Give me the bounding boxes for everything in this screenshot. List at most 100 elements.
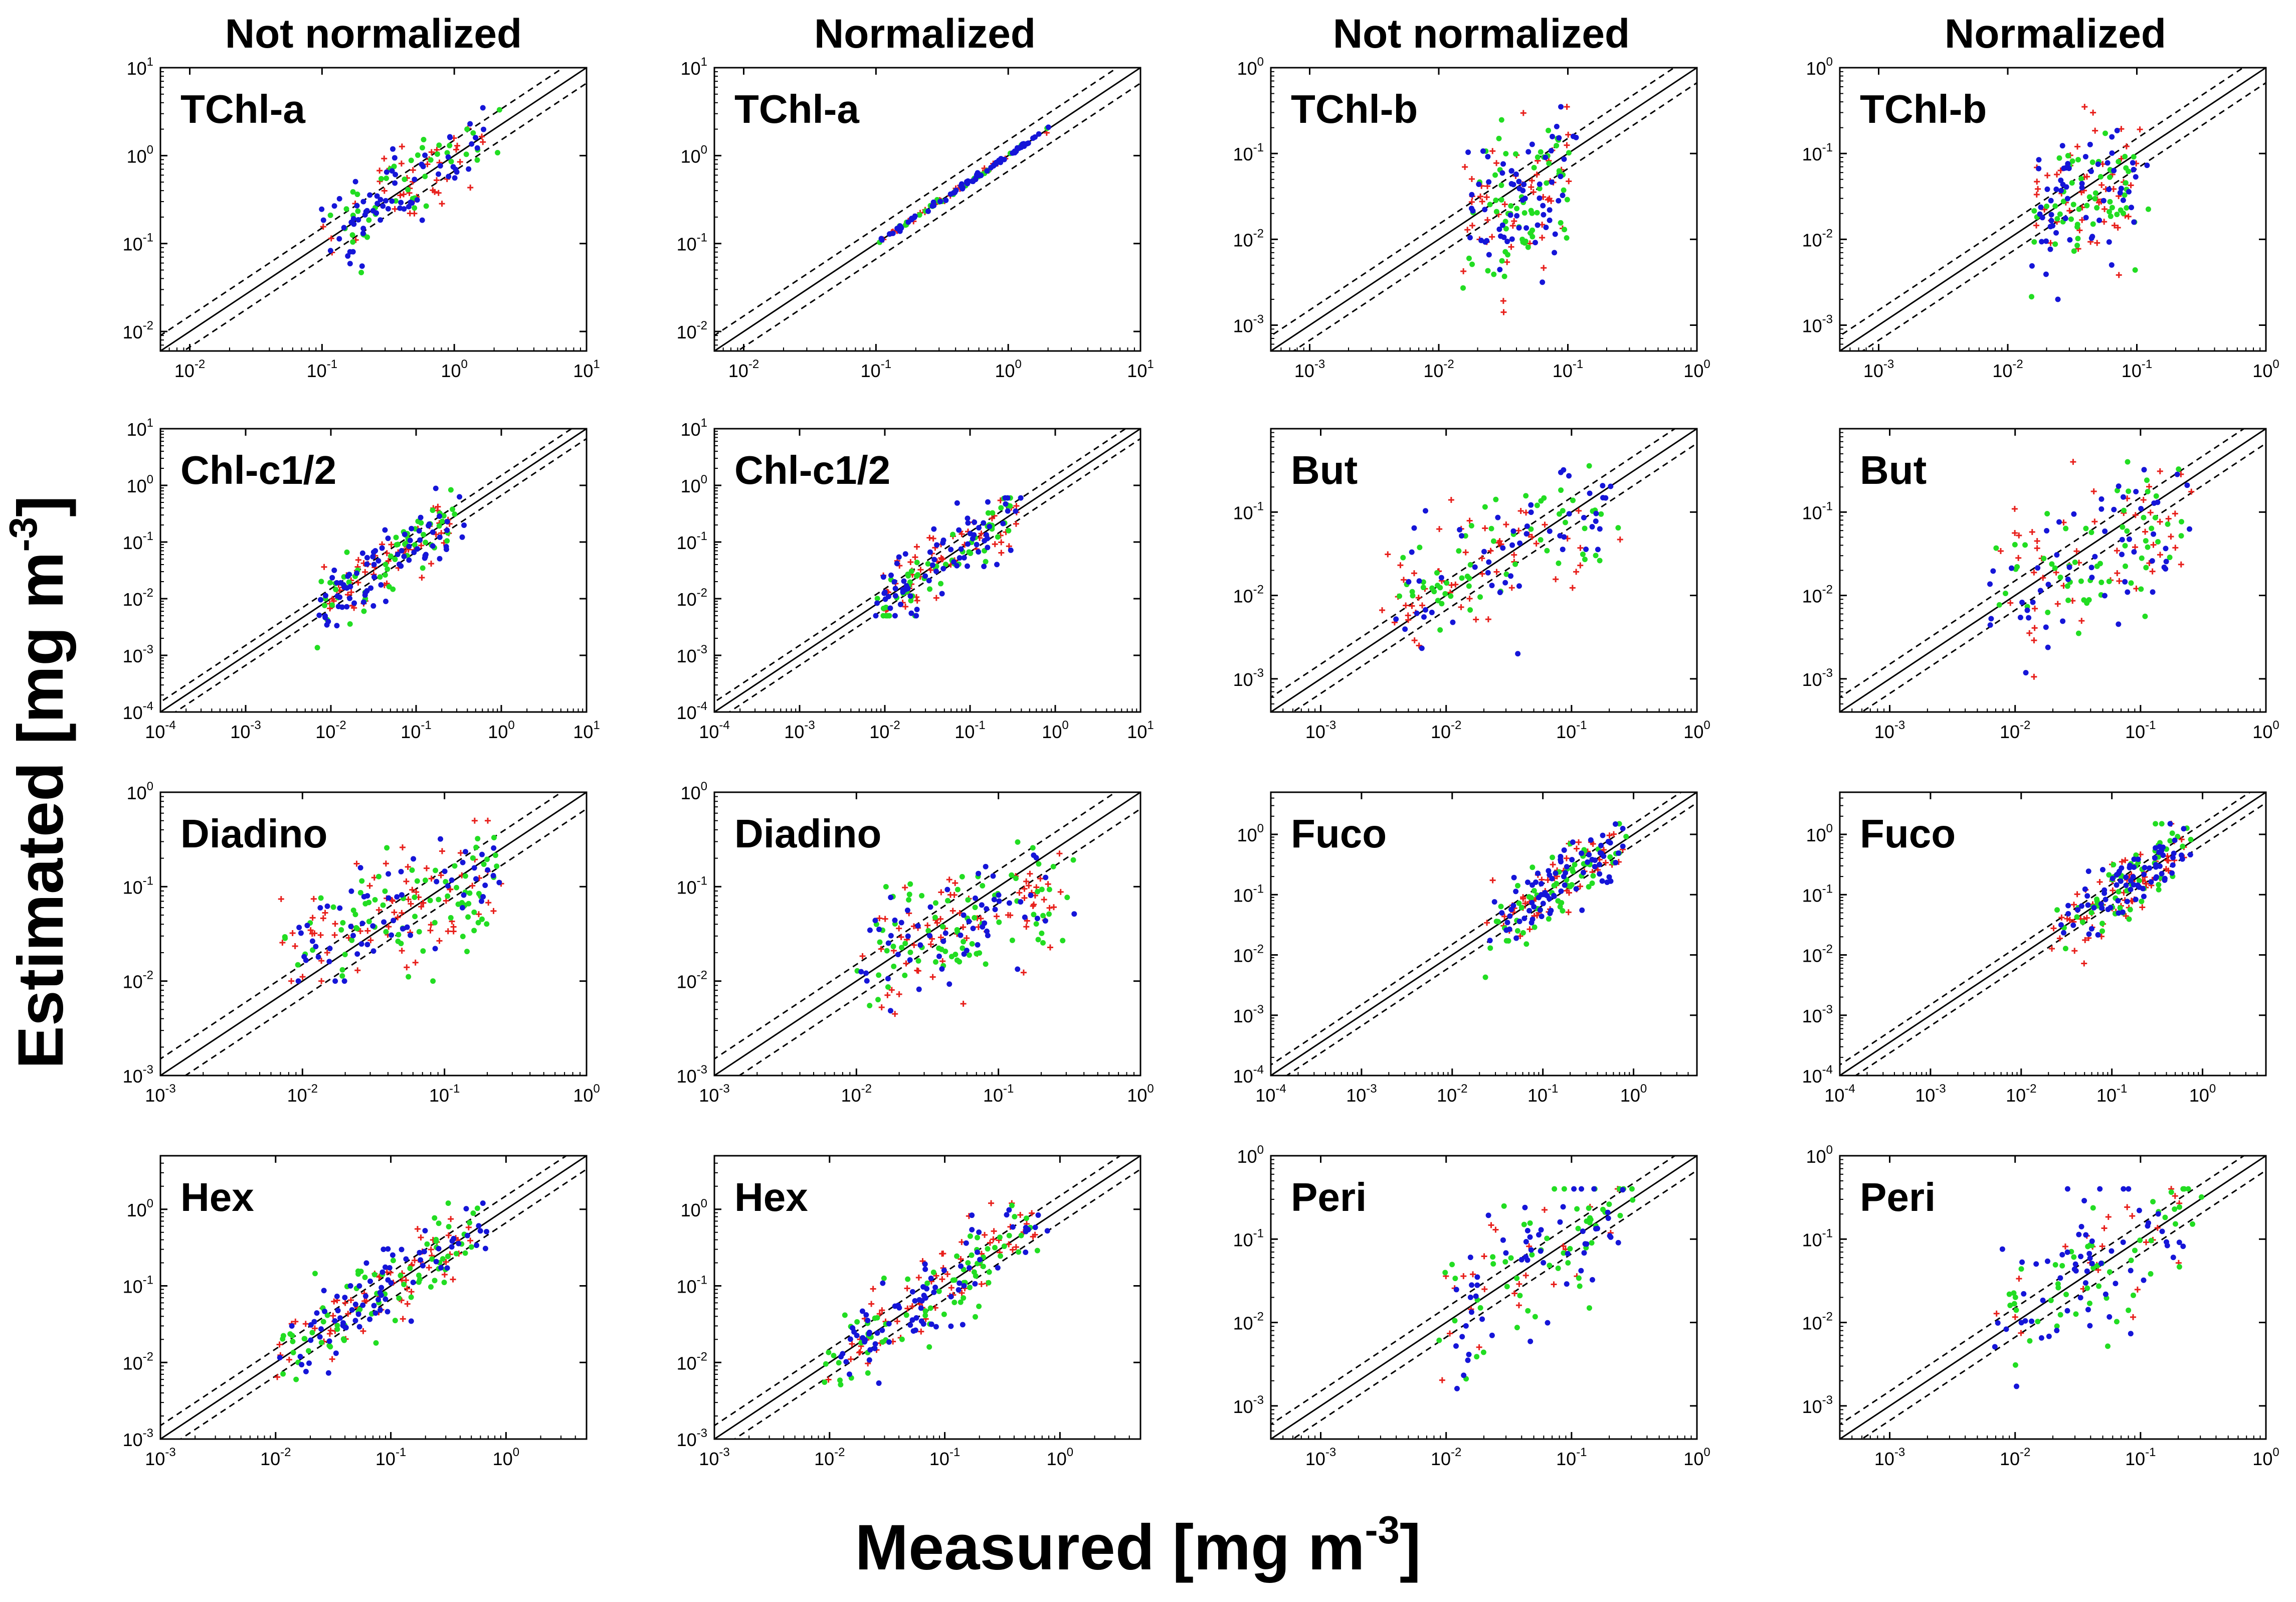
data-point-blue [1987,622,1993,628]
data-point-green [2124,205,2130,211]
data-point-green [2106,872,2112,878]
x-tick-label: 10-2 [1992,358,2023,381]
data-point-blue [327,946,333,952]
data-point-green [831,1352,837,1358]
data-point-green [2116,158,2122,164]
data-point-green [432,920,438,926]
data-point-blue [2060,618,2066,624]
data-point-green [1518,905,1524,911]
data-point-blue [2155,1211,2161,1217]
data-point-blue [342,1295,348,1301]
data-point-blue [1562,882,1568,888]
x-tick-label: 100 [2252,1446,2279,1469]
data-point-green [2086,1300,2092,1306]
y-tick-label: 10-2 [1233,1310,1264,1334]
data-point-green [933,959,939,965]
data-point-blue [406,557,412,563]
x-tick-label: 10-4 [1824,1082,1855,1106]
one-to-one-line [1840,68,2266,351]
data-point-blue [326,1338,332,1344]
data-point-green [939,924,945,930]
data-point-blue [1593,510,1599,516]
data-point-green [2078,578,2084,584]
data-point-red [382,860,389,867]
data-point-green [1023,1215,1029,1221]
data-point-green [393,535,399,541]
data-point-blue [416,528,422,534]
factor-line [160,68,565,336]
x-tick-label: 10-3 [1863,358,1894,381]
data-point-green [2072,559,2078,565]
data-point-blue [2033,1261,2039,1267]
data-point-blue [360,230,366,236]
data-point-red [2090,109,2096,116]
data-point-red [987,1239,993,1246]
data-point-red [321,564,327,570]
data-point-green [1532,924,1538,930]
data-point-green [2155,539,2161,545]
data-point-green [329,602,335,608]
data-point-blue [2187,852,2193,858]
data-point-red [2157,552,2163,558]
data-point-green [2089,1242,2095,1249]
data-point-green [2071,248,2077,254]
data-point-green [973,1273,979,1279]
data-point-blue [474,1242,480,1249]
data-point-red [1551,1281,1557,1288]
data-point-green [428,157,434,163]
data-point-green [1572,861,1578,867]
data-point-red [2139,904,2146,911]
data-point-red [1489,234,1495,240]
data-point-green [342,952,348,958]
data-point-green [2084,203,2090,209]
data-point-green [2013,1307,2019,1313]
y-tick-label: 10-3 [1802,1003,1833,1026]
data-point-blue [1603,495,1609,501]
data-point-blue [438,1265,444,1271]
data-point-green [2172,1221,2178,1227]
data-point-green [2122,192,2128,198]
data-point-blue [866,1329,872,1335]
data-point-blue [1517,540,1523,546]
data-point-red [469,882,476,889]
data-point-green [1554,880,1560,886]
data-point-red [355,557,361,563]
data-point-green [333,587,339,593]
y-tick-label: 10-2 [123,969,153,992]
data-point-blue [1474,1282,1480,1288]
plot-frame [713,67,1141,352]
data-point-green [385,566,391,572]
data-point-red [2172,545,2179,551]
panel-label: Fuco [1860,811,1956,856]
data-point-blue [1018,495,1024,501]
data-point-red [2129,1213,2136,1219]
data-point-blue [1522,1204,1528,1210]
data-point-blue [912,1298,918,1304]
data-point-blue [2148,879,2154,885]
data-point-green [2125,459,2131,465]
data-point-blue [924,1286,930,1292]
data-point-red [2116,272,2122,278]
data-point-blue [956,1280,963,1286]
data-point-green [440,1256,446,1262]
data-point-blue [363,1260,369,1266]
data-point-red [2031,625,2038,631]
data-point-blue [2170,854,2176,860]
data-point-blue [1600,832,1606,838]
data-point-blue [990,873,996,879]
data-point-green [1521,240,1527,246]
data-point-green [2097,173,2103,180]
x-tick-label: 100 [1042,719,1068,742]
y-tick-label: 10-2 [123,1350,153,1373]
data-point-blue [2152,855,2158,861]
x-tick-label: 10-2 [869,719,900,742]
data-point-blue [2039,239,2045,245]
data-point-blue [863,970,869,976]
data-point-blue [939,591,945,597]
data-point-green [1544,548,1550,554]
data-point-red [939,556,946,562]
data-point-red [320,224,326,230]
data-point-red [398,160,405,167]
y-tick-label: 10-2 [123,586,153,610]
data-point-green [998,505,1004,511]
